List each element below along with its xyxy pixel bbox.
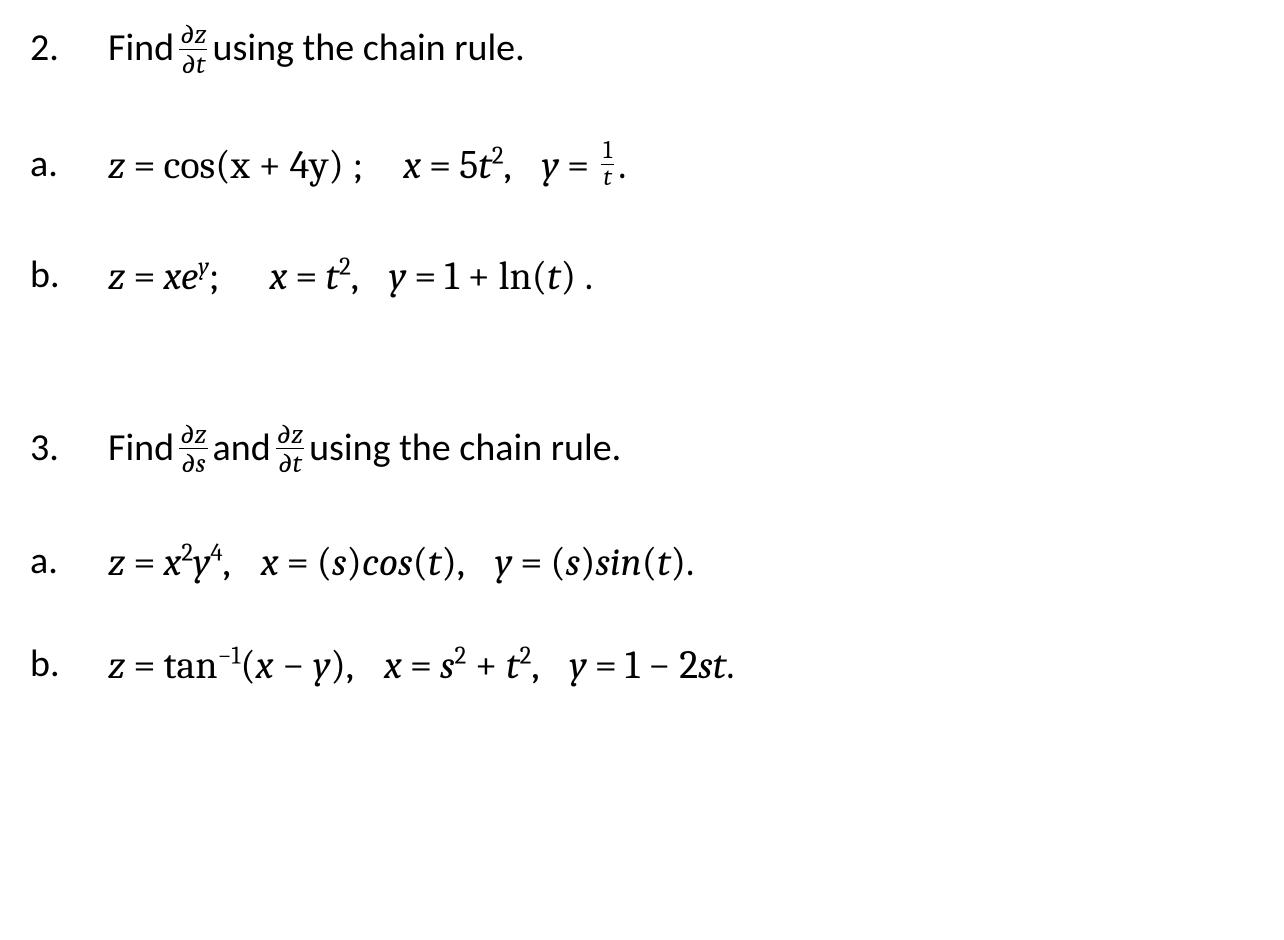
part-label: a. bbox=[30, 142, 108, 188]
x-rhs: s2 + t2 bbox=[440, 641, 531, 689]
problem-3a: a. z = x2y4, x = (s)cos(t), y = (s)sin(t… bbox=[30, 538, 1254, 586]
z-rhs: tan−1(x − y), bbox=[164, 641, 354, 689]
prompt-suffix: using the chain rule. bbox=[213, 26, 525, 72]
equation-3b: z = tan−1(x − y), x = s2 + t2, y = 1 − 2… bbox=[108, 641, 734, 689]
x-rhs: (s)cos(t), bbox=[317, 538, 465, 586]
x-lhs: x bbox=[261, 538, 279, 586]
x-lhs: x bbox=[269, 252, 287, 300]
frac-den: ∂t bbox=[276, 448, 304, 478]
y-lhs: y bbox=[389, 252, 406, 300]
prompt-prefix: Find bbox=[108, 426, 174, 472]
z-rhs: xey bbox=[164, 252, 209, 300]
equation-2b: z = xey; x = t2, y = 1 + ln(t) . bbox=[108, 252, 593, 300]
x-lhs: x bbox=[403, 141, 421, 189]
problem-2b: b. z = xey; x = t2, y = 1 + ln(t) . bbox=[30, 252, 1254, 300]
frac-num: ∂z bbox=[275, 420, 305, 449]
y-frac: 1 t bbox=[601, 138, 614, 191]
y-rhs: 1 + ln(t) . bbox=[444, 252, 593, 300]
problem-number: 2. bbox=[30, 26, 108, 72]
frac-den: ∂t bbox=[179, 49, 207, 79]
x-rhs: 5t2 bbox=[459, 141, 503, 189]
equation-2a: z = cos(x + 4y) ; x = 5t2, y = 1 t . bbox=[108, 138, 626, 191]
problem-3b: b. z = tan−1(x − y), x = s2 + t2, y = 1 … bbox=[30, 641, 1254, 689]
frac-num: ∂z bbox=[178, 20, 208, 49]
problem-3-heading: 3. Find ∂z ∂s and ∂z ∂t using the chain … bbox=[30, 420, 1254, 478]
frac-num: ∂z bbox=[178, 420, 208, 449]
y-rhs: 1 − 2st. bbox=[625, 641, 735, 689]
problem-2-heading: 2. Find ∂z ∂t using the chain rule. bbox=[30, 20, 1254, 78]
problem-2a: a. z = cos(x + 4y) ; x = 5t2, y = 1 t . bbox=[30, 138, 1254, 191]
y-rhs: (s)sin(t). bbox=[550, 538, 694, 586]
y-lhs: y bbox=[542, 141, 559, 189]
problem-number: 3. bbox=[30, 426, 108, 472]
z-lhs: z bbox=[108, 641, 125, 689]
x-rhs: t2 bbox=[325, 252, 350, 300]
z-lhs: z bbox=[108, 141, 125, 189]
problem-prompt: Find ∂z ∂t using the chain rule. bbox=[108, 20, 525, 78]
equation-3a: z = x2y4, x = (s)cos(t), y = (s)sin(t). bbox=[108, 538, 694, 586]
frac-den: ∂s bbox=[179, 448, 208, 478]
z-rhs: x2y4 bbox=[164, 538, 223, 586]
y-lhs: y bbox=[495, 538, 512, 586]
part-label: b. bbox=[30, 253, 108, 299]
problem-prompt: Find ∂z ∂s and ∂z ∂t using the chain rul… bbox=[108, 420, 621, 478]
fraction-dz-dt: ∂z ∂t bbox=[275, 420, 305, 478]
fraction-dz-ds: ∂z ∂s bbox=[178, 420, 208, 478]
y-tail: . bbox=[618, 141, 626, 189]
z-lhs: z bbox=[108, 252, 125, 300]
fraction-dz-dt: ∂z ∂t bbox=[178, 20, 208, 78]
prompt-suffix: using the chain rule. bbox=[309, 426, 621, 472]
z-lhs: z bbox=[108, 538, 125, 586]
prompt-prefix: Find bbox=[108, 26, 174, 72]
prompt-mid: and bbox=[213, 426, 271, 472]
part-label: b. bbox=[30, 642, 108, 688]
x-lhs: x bbox=[384, 641, 402, 689]
y-lhs: y bbox=[570, 641, 587, 689]
z-rhs: cos(x + 4y) ; bbox=[164, 141, 364, 189]
part-label: a. bbox=[30, 539, 108, 585]
